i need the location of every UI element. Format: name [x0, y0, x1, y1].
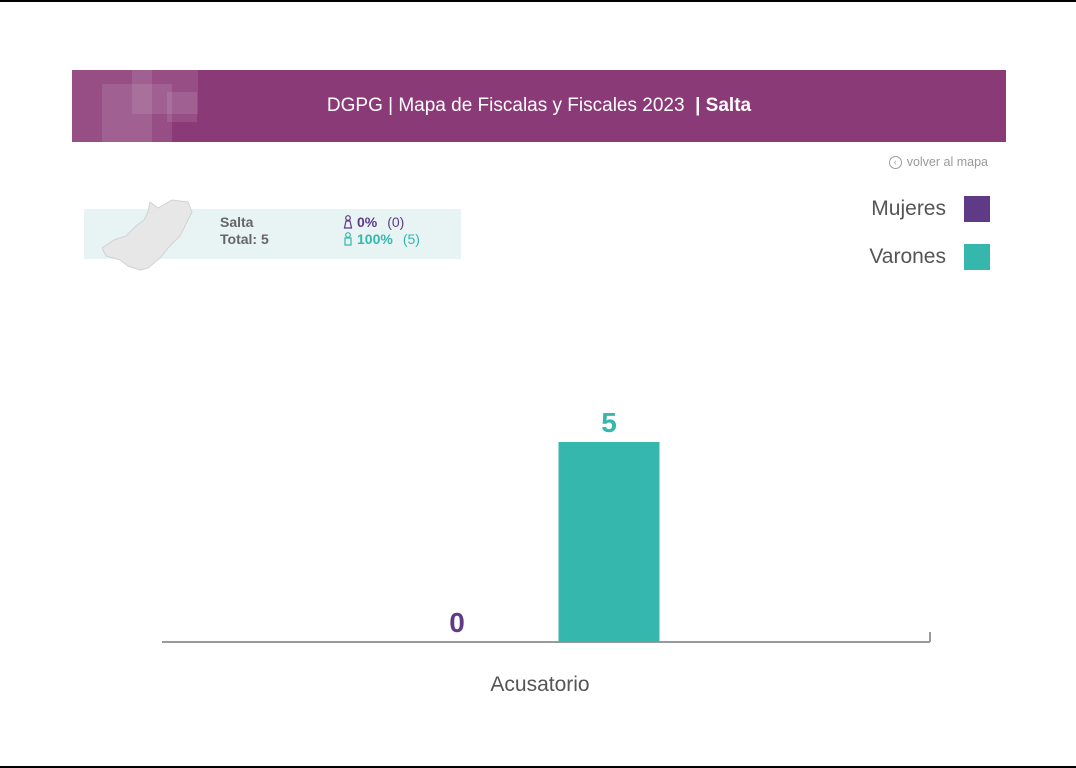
bottom-border [0, 766, 1076, 768]
men-stat: 100% (5) [343, 231, 420, 247]
title-region: | Salta [689, 95, 752, 116]
banner-decoration [72, 70, 152, 142]
women-stat: 0% (0) [343, 214, 404, 230]
category-label: Acusatorio [490, 673, 589, 696]
banner-decoration [167, 92, 197, 122]
province-map-icon [101, 199, 193, 271]
page-title: DGPG | Mapa de Fiscalas y Fiscales 2023 … [72, 70, 1006, 142]
banner-decoration [102, 84, 172, 142]
back-to-map-link[interactable]: ‹ volver al mapa [888, 155, 988, 169]
title-text: DGPG | Mapa de Fiscalas y Fiscales 2023 [326, 95, 690, 116]
women-percent: 0% [357, 214, 378, 230]
summary-total: Total: 5 [220, 231, 269, 247]
banner-decoration [132, 70, 198, 114]
data-label-varones: 5 [601, 407, 617, 438]
legend-label-women: Mujeres [871, 197, 946, 220]
circle-arrow-left-icon: ‹ [888, 155, 902, 169]
top-border [0, 0, 1076, 2]
data-label-mujeres: 0 [449, 607, 465, 638]
male-person-icon [344, 232, 352, 246]
legend-item-women: Mujeres [871, 196, 990, 222]
women-count: (0) [387, 214, 405, 230]
legend-swatch-women [964, 196, 990, 222]
back-link-label: volver al mapa [906, 155, 988, 169]
legend-item-men: Varones [869, 244, 990, 270]
female-person-icon [343, 215, 353, 229]
men-count: (5) [402, 231, 420, 247]
bar-varones [558, 442, 660, 642]
men-percent: 100% [357, 231, 393, 247]
legend-label-men: Varones [869, 245, 946, 268]
legend-swatch-men [964, 244, 990, 270]
summary-province: Salta [220, 214, 254, 230]
header-banner: DGPG | Mapa de Fiscalas y Fiscales 2023 … [72, 70, 1006, 142]
